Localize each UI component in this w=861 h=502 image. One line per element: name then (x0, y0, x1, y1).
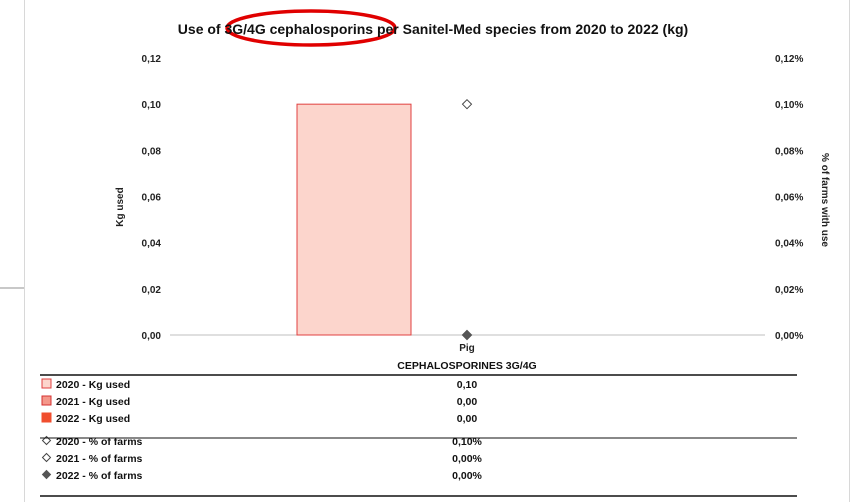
chart: 0,00 0,02 0,04 0,06 0,08 0,10 0,12 0,00% 0,02% 0,… (40, 9, 830, 497)
marker-2022-of-farms (461, 329, 473, 341)
row-label: 2021 - % of farms (56, 453, 143, 465)
y2-axis-label: % of farms with use (819, 153, 830, 247)
legend-swatch (41, 452, 52, 463)
y2-tick-label: 0,00% (775, 331, 803, 342)
row-value: 0,10 (457, 379, 478, 391)
row-label: 2022 - % of farms (56, 470, 143, 482)
row-label: 2022 - Kg used (56, 413, 130, 425)
y2-tick-label: 0,02% (775, 285, 803, 296)
bar-2020-kg-used (296, 103, 412, 336)
row-value: 0,00 (457, 396, 478, 408)
y-tick-label: 0,06 (142, 193, 162, 204)
y2-tick-label: 0,06% (775, 193, 803, 204)
row-value: 0,00% (452, 470, 482, 482)
x-tick-label: Pig (459, 343, 475, 354)
row-label: 2021 - Kg used (56, 396, 130, 408)
y-tick-label: 0,10 (142, 100, 162, 111)
row-value: 0,10% (452, 436, 482, 448)
legend-swatch (41, 469, 52, 480)
legend-swatch (41, 412, 52, 423)
y2-tick-label: 0,04% (775, 239, 803, 250)
row-value: 0,00 (457, 413, 478, 425)
sheet-edge (0, 287, 26, 288)
y2-tick-label: 0,10% (775, 100, 803, 111)
chart-sheet: 0,00 0,02 0,04 0,06 0,08 0,10 0,12 0,00% 0,02% 0,… (25, 0, 849, 502)
y-tick-label: 0,00 (142, 331, 162, 342)
y-axis-label: Kg used (115, 187, 126, 226)
y-tick-label: 0,04 (142, 239, 162, 250)
row-label: 2020 - % of farms (56, 436, 143, 448)
y2-tick-label: 0,08% (775, 146, 803, 157)
row-value: 0,00% (452, 453, 482, 465)
y-tick-label: 0,12 (142, 54, 162, 65)
marker-2020-of-farms (461, 98, 473, 110)
y-tick-label: 0,08 (142, 146, 162, 157)
y-tick-label: 0,02 (142, 285, 162, 296)
legend-swatch (41, 378, 52, 389)
y2-tick-label: 0,12% (775, 54, 803, 65)
table-header: CEPHALOSPORINES 3G/4G (397, 360, 536, 372)
row-label: 2020 - Kg used (56, 379, 130, 391)
chart-title: Use of 3G/4G cephalosporins per Sanitel-… (178, 21, 688, 37)
legend-swatch (41, 395, 52, 406)
highlight-ellipse (225, 9, 397, 47)
